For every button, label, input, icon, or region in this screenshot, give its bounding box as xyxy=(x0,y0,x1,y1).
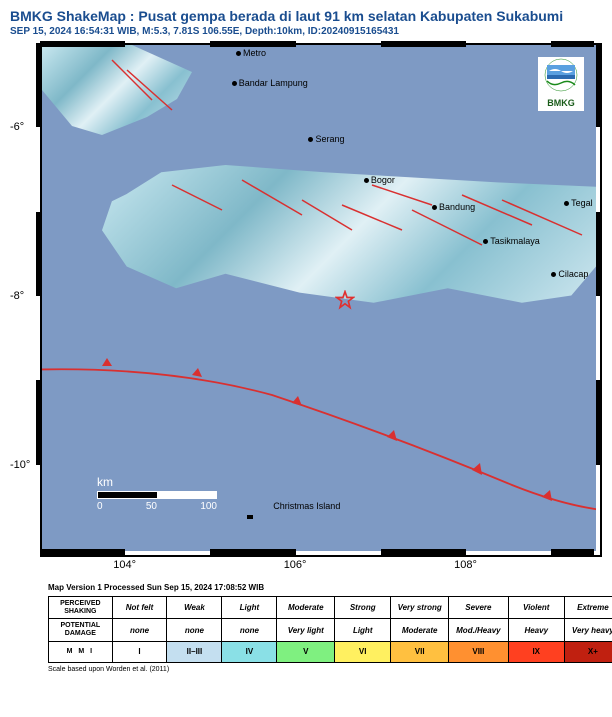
scale-tick: 50 xyxy=(146,501,157,512)
legend-row: M M IIII–IIIIVVVIVIIVIIIIXX+ xyxy=(49,641,612,662)
mmi-legend-table: PERCEIVEDSHAKINGNot feltWeakLightModerat… xyxy=(48,596,612,663)
map-canvas: Metro Bandar Lampung Serang Bogor Bandung Tas… xyxy=(42,45,596,551)
legend-cell: Light xyxy=(335,619,391,641)
shakemap-subtitle: SEP 15, 2024 16:54:31 WIB, M:5.3, 7.81S … xyxy=(10,26,612,37)
city-label: Bandung xyxy=(439,202,475,212)
x-axis-label: 104° xyxy=(113,559,136,571)
legend-row: PERCEIVEDSHAKINGNot feltWeakLightModerat… xyxy=(49,597,612,619)
border-tick xyxy=(381,41,466,47)
legend-cell: Not felt xyxy=(112,597,167,619)
legend-scale-note: Scale based upon Worden et al. (2011) xyxy=(48,666,612,673)
legend-row-header: POTENTIALDAMAGE xyxy=(49,619,113,641)
scale-tick: 0 xyxy=(97,501,103,512)
legend-cell: X+ xyxy=(564,641,612,662)
legend-cell: I xyxy=(112,641,167,662)
legend-cell: Strong xyxy=(335,597,391,619)
border-tick xyxy=(551,41,594,47)
border-tick xyxy=(36,380,42,464)
legend-cell: VI xyxy=(335,641,391,662)
legend-cell: VIII xyxy=(449,641,509,662)
legend-cell: II–III xyxy=(167,641,222,662)
legend-cell: IX xyxy=(508,641,564,662)
legend-cell: Severe xyxy=(449,597,509,619)
border-tick xyxy=(40,549,125,555)
city-label: Metro xyxy=(243,48,266,58)
legend-cell: Very heavy xyxy=(564,619,612,641)
border-tick xyxy=(596,43,602,127)
legend-cell: none xyxy=(222,619,277,641)
legend-row-header: PERCEIVEDSHAKING xyxy=(49,597,113,619)
border-tick xyxy=(36,43,42,127)
legend-cell: Extreme xyxy=(564,597,612,619)
legend-cell: Light xyxy=(222,597,277,619)
x-axis-label: 108° xyxy=(454,559,477,571)
city-label: Christmas Island xyxy=(273,501,340,511)
city-dot xyxy=(232,81,237,86)
city-label: Tasikmalaya xyxy=(490,236,540,246)
shakemap-title: BMKG ShakeMap : Pusat gempa berada di la… xyxy=(10,8,612,24)
legend-cell: Mod./Heavy xyxy=(449,619,509,641)
legend-cell: Heavy xyxy=(508,619,564,641)
christmas-island-mark xyxy=(247,515,253,519)
legend-cell: IV xyxy=(222,641,277,662)
city-label: Tegal xyxy=(571,198,593,208)
scale-bar: km 0 50 100 xyxy=(97,475,217,512)
border-tick xyxy=(40,41,125,47)
legend-cell: Very strong xyxy=(391,597,449,619)
bmkg-logo-text: BMKG xyxy=(538,98,584,108)
legend-cell: V xyxy=(277,641,335,662)
border-tick xyxy=(596,380,602,464)
x-axis-label: 106° xyxy=(284,559,307,571)
border-tick xyxy=(210,549,295,555)
y-axis-label: -8° xyxy=(10,290,24,302)
border-tick xyxy=(596,212,602,296)
legend-cell: Moderate xyxy=(277,597,335,619)
legend-cell: Weak xyxy=(167,597,222,619)
legend-cell: none xyxy=(112,619,167,641)
map-panel: Metro Bandar Lampung Serang Bogor Bandung Tas… xyxy=(10,43,600,581)
legend-cell: Violent xyxy=(508,597,564,619)
city-label: Serang xyxy=(315,134,344,144)
legend-cell: Very light xyxy=(277,619,335,641)
bmkg-logo: BMKG xyxy=(538,57,584,111)
y-axis-label: -6° xyxy=(10,121,24,133)
map-version-text: Map Version 1 Processed Sun Sep 15, 2024… xyxy=(48,583,612,592)
scale-tick: 100 xyxy=(200,501,217,512)
legend-cell: VII xyxy=(391,641,449,662)
border-tick xyxy=(210,41,295,47)
border-tick xyxy=(381,549,466,555)
legend-row: POTENTIALDAMAGEnonenonenoneVery lightLig… xyxy=(49,619,612,641)
city-dot xyxy=(564,201,569,206)
city-label: Bandar Lampung xyxy=(239,78,308,88)
city-label: Bogor xyxy=(371,175,395,185)
border-tick xyxy=(36,212,42,296)
city-label: Cilacap xyxy=(558,269,588,279)
city-dot xyxy=(364,178,369,183)
legend-cell: Moderate xyxy=(391,619,449,641)
legend-cell: none xyxy=(167,619,222,641)
scale-unit: km xyxy=(97,475,217,489)
city-dot xyxy=(432,205,437,210)
y-axis-label: -10° xyxy=(10,459,30,471)
epicenter-star xyxy=(335,290,355,316)
border-tick xyxy=(551,549,594,555)
legend-row-header: M M I xyxy=(49,641,113,662)
